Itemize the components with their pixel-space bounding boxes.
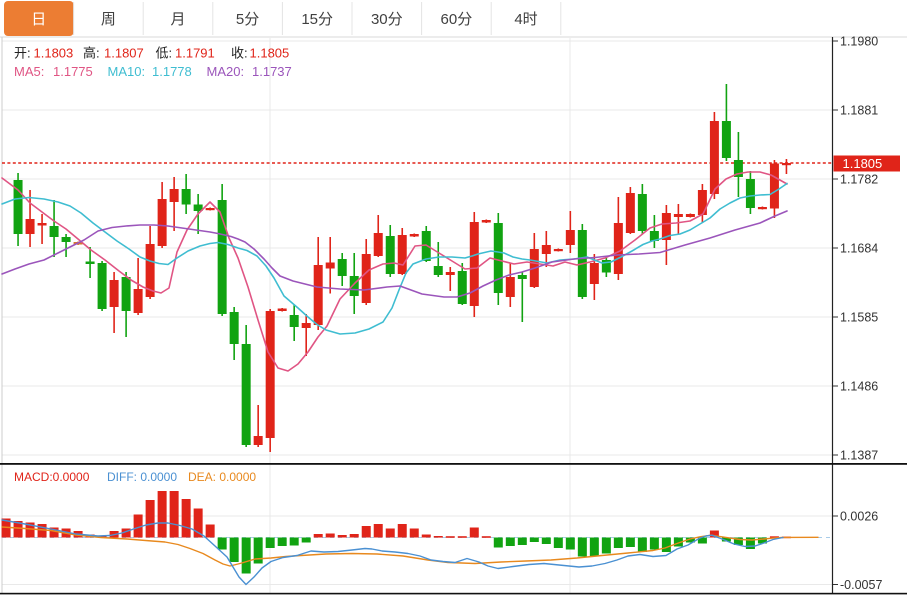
svg-text:1.1775: 1.1775 xyxy=(53,64,93,79)
svg-text:月: 月 xyxy=(170,11,185,28)
svg-text:DEA: 0.0000: DEA: 0.0000 xyxy=(188,470,256,484)
svg-text:1.1778: 1.1778 xyxy=(152,64,192,79)
svg-text:1.1881: 1.1881 xyxy=(840,104,878,118)
svg-text:日: 日 xyxy=(31,11,46,28)
svg-text:MA20:: MA20: xyxy=(207,64,245,79)
svg-text:4时: 4时 xyxy=(514,11,537,28)
svg-text:30分: 30分 xyxy=(371,11,403,28)
svg-text:MACD:0.0000: MACD:0.0000 xyxy=(14,470,90,484)
svg-text:1.1807: 1.1807 xyxy=(104,46,144,61)
svg-text:1.1684: 1.1684 xyxy=(840,242,878,256)
svg-text:1.1791: 1.1791 xyxy=(175,46,215,61)
svg-text:高:: 高: xyxy=(83,46,100,61)
svg-text:DIFF: 0.0000: DIFF: 0.0000 xyxy=(107,470,177,484)
svg-text:1.1803: 1.1803 xyxy=(34,46,74,61)
svg-text:周: 周 xyxy=(101,11,116,28)
svg-text:1.1486: 1.1486 xyxy=(840,380,878,394)
svg-text:低:: 低: xyxy=(156,46,173,61)
svg-text:MA5:: MA5: xyxy=(14,64,44,79)
svg-text:1.1805: 1.1805 xyxy=(250,46,290,61)
svg-text:5分: 5分 xyxy=(236,11,259,28)
svg-text:1.1782: 1.1782 xyxy=(840,173,878,187)
svg-text:0.0026: 0.0026 xyxy=(840,510,878,524)
svg-text:60分: 60分 xyxy=(441,11,473,28)
svg-text:1.1387: 1.1387 xyxy=(840,449,878,463)
svg-text:15分: 15分 xyxy=(301,11,333,28)
svg-text:开:: 开: xyxy=(14,46,31,61)
svg-text:收:: 收: xyxy=(231,46,248,61)
svg-text:-0.0057: -0.0057 xyxy=(840,578,882,592)
svg-text:1.1737: 1.1737 xyxy=(252,64,292,79)
svg-text:MA10:: MA10: xyxy=(108,64,146,79)
svg-text:1.1585: 1.1585 xyxy=(840,311,878,325)
svg-text:1.1980: 1.1980 xyxy=(840,35,878,49)
svg-text:1.1805: 1.1805 xyxy=(843,156,883,171)
